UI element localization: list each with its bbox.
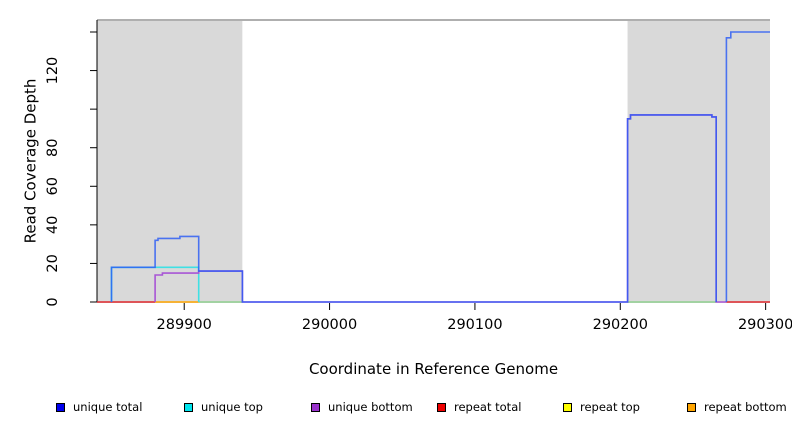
repeat-region-shading: [627, 21, 770, 303]
series-unique-total: [725, 31, 770, 302]
legend-item-repeat-total: repeat total: [437, 398, 521, 416]
series-unique-total: [110, 114, 718, 303]
legend-swatch-icon: [563, 402, 572, 412]
x-tick-label: 290300: [738, 317, 792, 333]
x-tick-label: 289900: [157, 317, 212, 333]
legend-label: repeat bottom: [704, 400, 787, 414]
legend-label: repeat top: [580, 400, 640, 414]
legend-item-unique-bottom: unique bottom: [311, 398, 413, 416]
y-tick-label: 80: [45, 138, 61, 156]
x-tick-label: 290100: [447, 317, 502, 333]
legend-label: unique bottom: [328, 400, 413, 414]
legend-swatch-icon: [437, 402, 446, 412]
y-tick-label: 40: [45, 216, 61, 234]
y-axis-title: Read Coverage Depth: [21, 78, 40, 244]
y-tick-label: 20: [45, 254, 61, 272]
y-tick-label: 60: [45, 177, 61, 195]
x-tick-label: 290200: [593, 317, 648, 333]
legend-label: repeat total: [454, 400, 522, 414]
legend-item-unique-top: unique top: [184, 398, 263, 416]
legend-item-repeat-bottom: repeat bottom: [687, 398, 787, 416]
legend-swatch-icon: [311, 402, 320, 412]
y-tick-label: 120: [45, 57, 61, 85]
x-axis-title: Coordinate in Reference Genome: [308, 360, 559, 378]
legend-item-unique-total: unique total: [56, 398, 142, 416]
legend-label: unique total: [73, 400, 143, 414]
x-tick-label: 290000: [302, 317, 357, 333]
legend-swatch-icon: [184, 402, 193, 412]
chart-legend: unique total unique top unique bottom repea…: [0, 398, 792, 418]
legend-swatch-icon: [687, 402, 696, 412]
legend-item-repeat-top: repeat top: [563, 398, 640, 416]
repeat-region-shading: [97, 21, 243, 303]
legend-label: unique top: [201, 400, 263, 414]
legend-swatch-icon: [56, 402, 65, 412]
y-tick-label: 0: [45, 297, 61, 306]
